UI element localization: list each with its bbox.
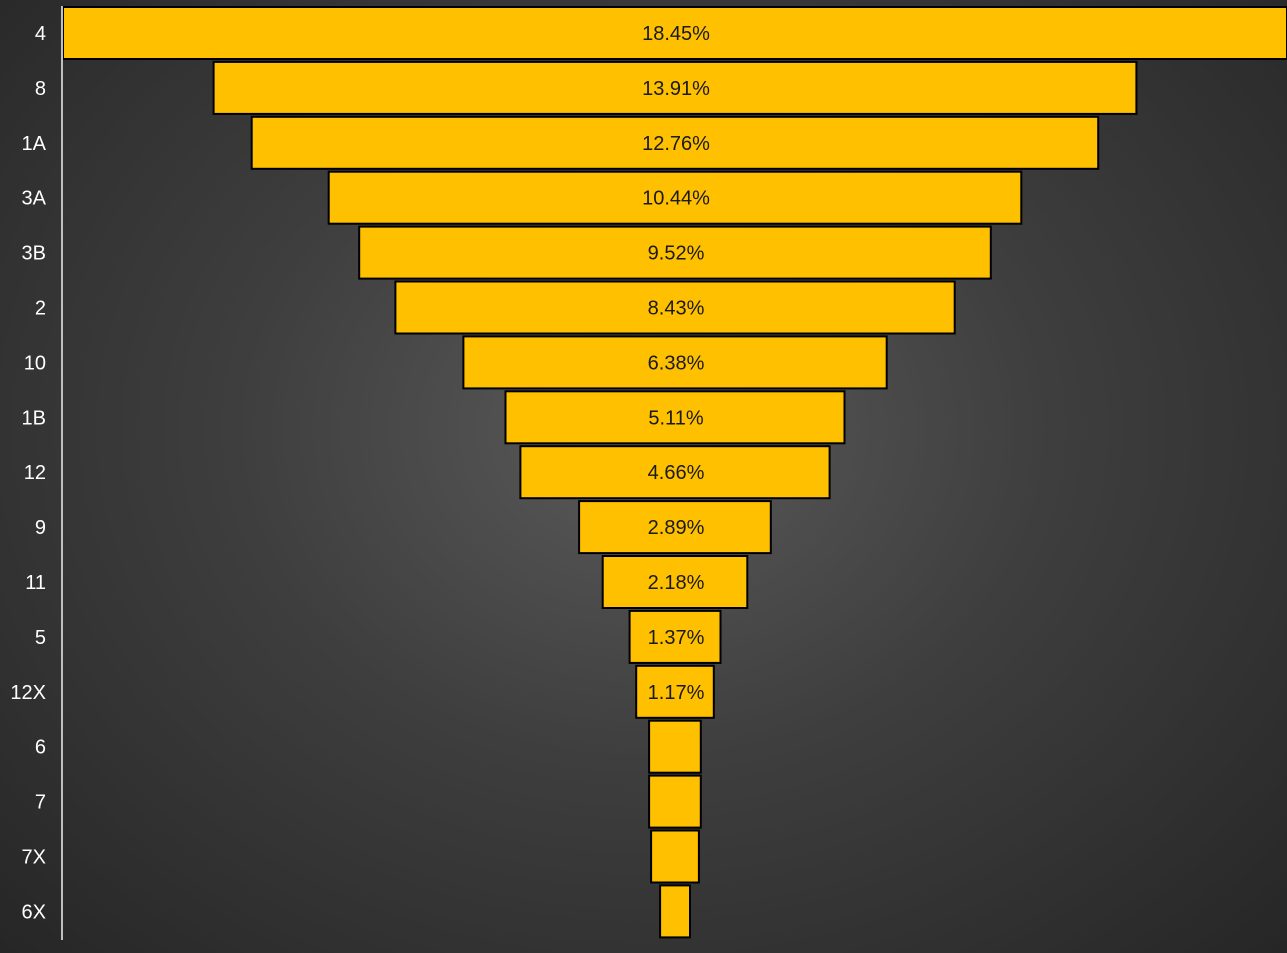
category-label: 7: [35, 792, 46, 814]
bar-group: [62, 6, 1287, 939]
funnel-bar: [628, 609, 722, 664]
category-label: 2: [35, 298, 46, 320]
category-label: 6X: [22, 901, 46, 923]
funnel-bar: [250, 115, 1100, 170]
data-label: 2.18%: [648, 572, 705, 594]
category-label: 9: [35, 517, 46, 539]
funnel-bar: [462, 335, 888, 390]
category-label: 5: [35, 627, 46, 649]
data-label: 1.17%: [648, 682, 705, 704]
data-label: 4.66%: [648, 462, 705, 484]
category-label: 11: [25, 572, 46, 594]
data-label: 13.91%: [642, 78, 710, 100]
category-label: 4: [35, 23, 46, 45]
funnel-bar: [650, 829, 700, 884]
funnel-bar: [394, 280, 956, 335]
data-label: 5.11%: [648, 407, 703, 429]
category-label: 10: [24, 352, 46, 374]
funnel-bar: [578, 500, 772, 555]
category-label: 12X: [10, 682, 46, 704]
data-label: 2.89%: [648, 517, 705, 539]
data-label: 12.76%: [642, 133, 710, 155]
category-label: 8: [35, 78, 46, 100]
funnel-bar: [601, 555, 749, 609]
category-label: 3B: [22, 243, 46, 265]
category-label: 3A: [22, 188, 47, 210]
funnel-bar: [327, 170, 1023, 225]
funnel-bar: [358, 225, 992, 280]
category-label: 1A: [22, 133, 47, 155]
funnel-bar: [648, 774, 702, 829]
category-label: 12: [24, 462, 46, 484]
funnel-bar: [635, 664, 715, 719]
data-label: 10.44%: [642, 188, 710, 210]
data-label: 8.43%: [648, 298, 705, 320]
data-label: 1.37%: [648, 627, 705, 649]
category-label: 1B: [22, 407, 46, 429]
funnel-bar: [519, 445, 831, 500]
category-label: 7X: [22, 847, 46, 869]
funnel-bar: [504, 390, 846, 445]
funnel-bar: [212, 60, 1138, 115]
data-label: 6.38%: [648, 352, 705, 374]
data-label: 18.45%: [642, 23, 710, 45]
data-label: 9.52%: [648, 243, 705, 265]
category-label: 6: [35, 737, 46, 759]
funnel-bar: [659, 884, 691, 939]
data-label-group: 18.45% 13.91% 12.76% 10.44% 9.52% 8.43% 6.38% 5…: [642, 23, 710, 704]
funnel-bar: [648, 719, 702, 774]
category-label-group: 4 8 1A 3A 3B 2 10 1B 12 9 11 5 12X 6 7 7X 6X: [10, 23, 46, 923]
